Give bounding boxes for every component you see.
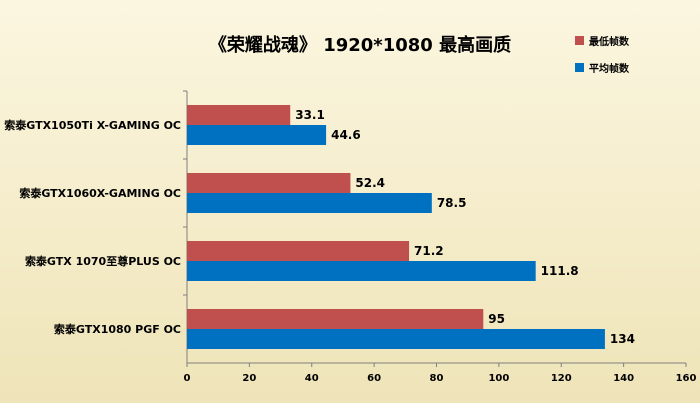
bar [187,193,432,213]
bar-value-label: 52.4 [355,176,385,190]
bar-value-label: 95 [488,312,505,326]
x-tick-label: 100 [488,373,509,384]
bar-value-label: 134 [610,332,635,346]
chart-title: 《荣耀战魂》 1920*1080 最高画质 [209,34,511,56]
x-tick-label: 80 [430,373,444,384]
category-label: 索泰GTX 1070至尊PLUS OC [25,254,181,268]
bar [187,261,536,281]
bar-value-label: 33.1 [295,108,325,122]
plot-area: 0 20 40 60 80 100 120 140 160 索泰GTX1050Ti X-GAMIN… [4,90,697,384]
category-label: 索泰GTX1060X-GAMING OC [19,186,181,200]
legend-swatch [575,36,584,45]
bar [187,173,351,193]
bar-value-label: 71.2 [414,244,444,258]
category-label: 索泰GTX1080 PGF OC [54,322,181,336]
legend-label: 平均帧数 [589,62,630,75]
bar [187,309,484,329]
x-tick-label: 60 [367,373,381,384]
x-tick-label: 40 [305,373,319,384]
bar-value-label: 111.8 [541,264,579,278]
bar [187,105,291,125]
x-tick-label: 160 [676,373,697,384]
x-tick-label: 20 [242,373,256,384]
category-label: 索泰GTX1050Ti X-GAMING OC [4,118,181,132]
legend-label: 最低帧数 [589,35,630,48]
bar [187,241,410,261]
bar-value-label: 78.5 [437,196,467,210]
bar-value-label: 44.6 [331,128,361,142]
x-tick-label: 140 [613,373,634,384]
bar [187,125,327,145]
x-tick-label: 0 [184,373,191,384]
legend-swatch [575,63,584,72]
x-tick-label: 120 [551,373,572,384]
bar [187,329,605,349]
